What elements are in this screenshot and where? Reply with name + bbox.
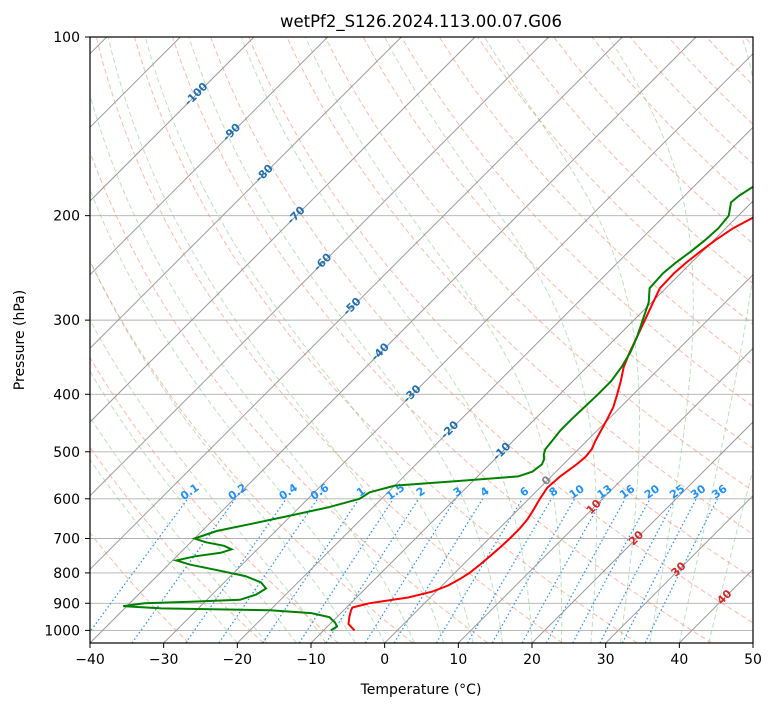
dry-adiabat [248, 37, 753, 579]
mixing-ratio-line [131, 498, 236, 643]
moist-adiabat [608, 37, 694, 643]
x-tick-label: −30 [149, 652, 179, 668]
isotherm [384, 273, 753, 643]
dry-adiabat [90, 446, 264, 643]
isotherm [90, 37, 697, 643]
y-tick-label: 500 [53, 445, 80, 461]
y-tick-label: 700 [53, 532, 80, 548]
mixing-ratio-line [364, 498, 457, 643]
dry-adiabat [90, 150, 488, 643]
x-tick-label: −10 [296, 652, 326, 668]
x-axis-label: Temperature (°C) [360, 682, 482, 698]
chart-title: wetPf2_S126.2024.113.00.07.G06 [280, 12, 562, 32]
dry-adiabat [95, 37, 563, 643]
y-tick-label: 100 [53, 30, 80, 46]
moist-adiabat [240, 37, 533, 643]
y-tick-label: 900 [53, 596, 80, 612]
isotherm [163, 52, 753, 643]
plot-frame [89, 36, 754, 644]
moist-adiabat [90, 319, 327, 643]
isotherm [90, 37, 476, 423]
x-tick-label: 40 [670, 652, 688, 668]
isotherm [457, 347, 753, 643]
x-tick-label: 10 [449, 652, 467, 668]
dewpoint-profile-line [123, 185, 753, 632]
moist-adiabats [90, 37, 753, 643]
y-tick-label: 300 [53, 313, 80, 329]
mixing-ratio-line [621, 498, 697, 643]
isotherm [90, 37, 623, 571]
profiles [123, 185, 753, 632]
mixing-ratio-line [572, 498, 651, 643]
isotherm [310, 200, 753, 643]
isotherm [90, 37, 550, 497]
x-tick-label: 0 [380, 652, 389, 668]
dry-adiabat [515, 37, 753, 285]
dry-adiabat [133, 37, 638, 643]
isotherms [90, 37, 753, 643]
y-axis-label: Pressure (hPa) [12, 290, 28, 390]
grid-lines [90, 37, 753, 631]
moist-adiabat [678, 37, 753, 643]
axis-ticks: −40 −30 −20 −10 0 10 20 30 40 50 100 200 300 400 500 60… [44, 30, 762, 668]
moist-adiabat [90, 458, 238, 643]
moist-adiabat [90, 188, 386, 643]
moist-adiabat [708, 467, 753, 643]
y-tick-label: 200 [53, 209, 80, 225]
isotherm [236, 126, 753, 643]
mixing-ratio-line [393, 498, 484, 643]
dry-adiabat [210, 37, 753, 624]
isotherm [90, 37, 402, 350]
moist-adiabat [483, 37, 640, 643]
isotherm [90, 37, 255, 202]
dry-adiabat [172, 37, 712, 643]
x-tick-label: 30 [597, 652, 615, 668]
mixing-ratio-line [435, 498, 523, 643]
y-tick-label: 800 [53, 566, 80, 582]
x-tick-label: −20 [223, 652, 253, 668]
mixing-ratio-lines [90, 498, 719, 643]
x-tick-label: 50 [744, 652, 762, 668]
moist-adiabat [384, 37, 597, 643]
dry-adiabat [286, 37, 753, 535]
moist-adiabat [107, 37, 445, 643]
dry-adiabat [362, 37, 753, 450]
dry-adiabats [90, 37, 753, 643]
dry-adiabat [438, 37, 753, 366]
moist-adiabat [304, 37, 563, 643]
y-tick-label: 400 [53, 387, 80, 403]
mixing-ratio-line [644, 498, 719, 643]
x-tick-label: −40 [75, 652, 105, 668]
isotherm [605, 494, 753, 643]
mixing-ratio-line [599, 498, 676, 643]
mixing-ratio-line [90, 498, 189, 633]
dry-adiabat [90, 356, 339, 643]
dry-adiabat [400, 37, 753, 408]
isotherm [531, 421, 753, 643]
y-tick-label: 1000 [44, 623, 80, 639]
moist-adiabat [144, 37, 474, 643]
temperature-profile-line [347, 216, 753, 632]
y-tick-label: 600 [53, 492, 80, 508]
isotherm [90, 37, 329, 276]
mixing-ratio-line [262, 498, 360, 643]
moist-adiabat [188, 37, 503, 643]
x-tick-label: 20 [523, 652, 541, 668]
dry-adiabat [90, 532, 190, 643]
moist-adiabat [90, 259, 356, 643]
moist-adiabat [90, 416, 268, 643]
